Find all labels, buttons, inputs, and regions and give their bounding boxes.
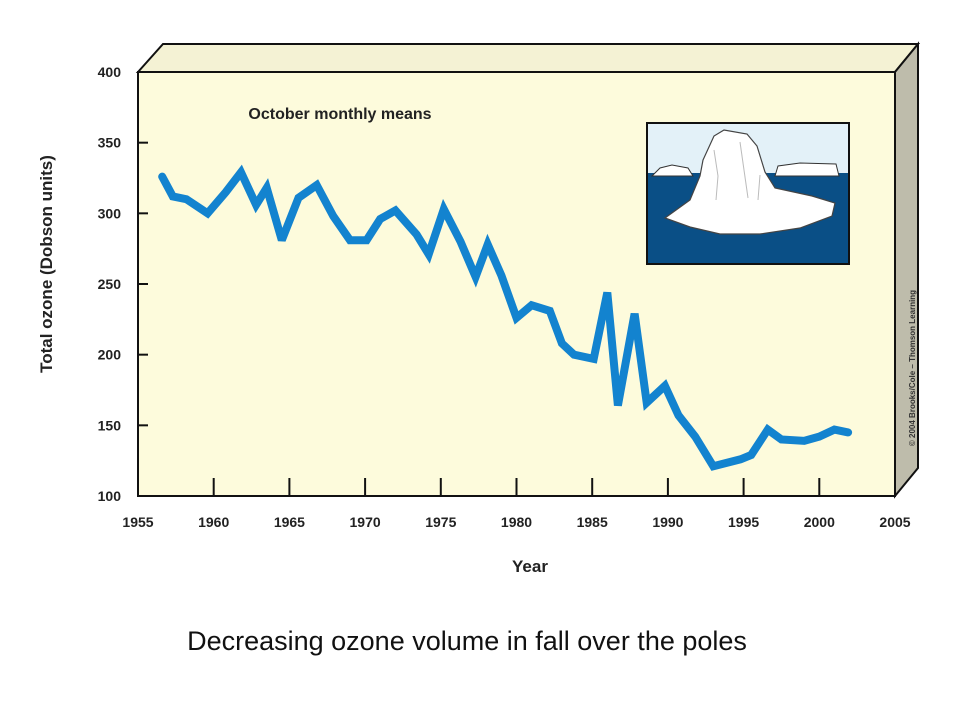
data-point xyxy=(240,171,242,173)
x-tick-label: 1970 xyxy=(350,514,381,530)
x-axis-title: Year xyxy=(512,557,548,576)
data-point xyxy=(416,234,418,235)
data-point xyxy=(185,198,187,200)
y-tick-label: 400 xyxy=(98,64,122,80)
data-point xyxy=(561,342,563,344)
y-axis-title: Total ozone (Dobson units) xyxy=(37,155,56,373)
x-tick-label: 2005 xyxy=(879,514,910,530)
data-point xyxy=(443,208,445,210)
y-tick-label: 150 xyxy=(98,417,122,433)
data-point xyxy=(516,317,517,319)
data-point xyxy=(803,440,805,442)
x-tick-label: 1960 xyxy=(198,514,229,530)
data-point xyxy=(606,292,608,293)
data-point xyxy=(767,429,769,431)
iceberg-illustration xyxy=(646,122,850,265)
data-point xyxy=(617,405,619,406)
copyright-credit: © 2004 Brooks/Cole – Thomson Learning xyxy=(908,290,917,446)
data-point xyxy=(266,187,268,189)
data-point xyxy=(172,195,174,197)
x-tick-label: 2000 xyxy=(804,514,835,530)
y-tick-label: 250 xyxy=(98,276,122,292)
data-point xyxy=(500,275,502,276)
y-tick-label: 200 xyxy=(98,347,122,363)
data-point xyxy=(634,313,636,315)
data-point xyxy=(255,204,257,206)
data-point xyxy=(161,176,163,178)
data-point xyxy=(332,215,334,217)
data-point xyxy=(740,458,742,460)
data-point xyxy=(281,239,283,241)
series-layer xyxy=(158,164,853,471)
data-point xyxy=(847,431,849,433)
x-tick-label: 1990 xyxy=(652,514,683,530)
data-point xyxy=(207,212,209,214)
chart-annotation: October monthly means xyxy=(248,106,431,123)
x-tick-label: 1965 xyxy=(274,514,305,530)
data-point xyxy=(593,358,595,360)
data-point xyxy=(531,304,533,306)
data-point xyxy=(694,436,696,438)
x-axis-ticks: 1955 1960 1965 1970 1975 1980 1985 1990 1995 2000… xyxy=(122,478,911,530)
x-tick-label: 1995 xyxy=(728,514,759,530)
slide-caption: Decreasing ozone volume in fall over the… xyxy=(187,626,747,656)
x-tick-label: 1980 xyxy=(501,514,532,530)
data-point xyxy=(750,454,752,456)
data-point xyxy=(298,197,299,199)
y-tick-label: 300 xyxy=(98,205,122,221)
y-tick-label: 100 xyxy=(98,488,122,504)
data-point xyxy=(573,354,575,356)
y-axis-ticks: 100 150 200 250 300 350 400 xyxy=(98,64,148,504)
data-point xyxy=(487,243,489,245)
data-point xyxy=(664,385,666,387)
data-point xyxy=(394,210,396,211)
y-tick-label: 350 xyxy=(98,135,122,151)
data-point xyxy=(428,253,430,255)
data-point xyxy=(475,276,477,278)
chart-box-top-face xyxy=(135,43,921,73)
data-point xyxy=(818,436,820,438)
data-point xyxy=(379,218,381,220)
data-point xyxy=(678,414,679,416)
data-point xyxy=(549,310,551,312)
x-tick-label: 1955 xyxy=(122,514,153,530)
data-point xyxy=(712,465,714,467)
data-point xyxy=(460,241,461,243)
x-tick-label: 1985 xyxy=(577,514,608,530)
data-point xyxy=(833,429,835,431)
data-point xyxy=(349,239,351,241)
data-point xyxy=(780,439,782,440)
x-tick-label: 1975 xyxy=(425,514,456,530)
data-point xyxy=(225,191,227,193)
data-point xyxy=(646,402,648,404)
data-point xyxy=(366,239,368,241)
data-point xyxy=(316,184,318,186)
